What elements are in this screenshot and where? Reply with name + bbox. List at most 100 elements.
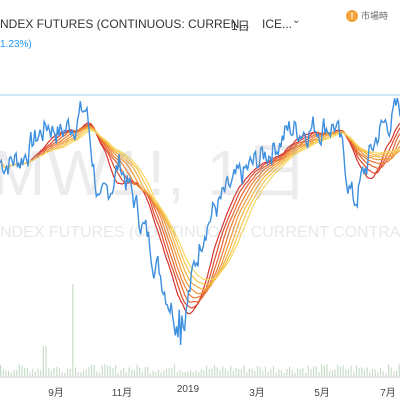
volume-bar — [302, 368, 304, 376]
x-tick-label: 2019 — [176, 384, 200, 395]
volume-bar — [104, 364, 106, 376]
volume-bar — [251, 369, 253, 376]
volume-bar — [80, 372, 82, 376]
volume-bar — [379, 368, 382, 376]
volume-bar — [393, 370, 395, 376]
volume-bar — [152, 370, 154, 376]
volume-bar — [45, 346, 47, 376]
volume-bar — [64, 373, 66, 376]
volume-bar — [26, 368, 28, 376]
volume-bar — [291, 370, 293, 376]
volume-bar — [355, 365, 358, 376]
volume-bar — [16, 369, 18, 376]
market-status[interactable]: ! 市場時 — [346, 9, 388, 22]
volume-bar — [109, 366, 111, 376]
volume-bar — [171, 368, 173, 376]
chevron-down-icon[interactable]: ⌄ — [292, 15, 301, 26]
ma-line — [0, 126, 400, 290]
volume-bar — [235, 367, 237, 376]
volume-bar — [363, 369, 366, 376]
x-tick-label: 9月 — [48, 388, 64, 399]
volume-bar — [8, 370, 10, 376]
volume-bar — [149, 372, 151, 376]
volume-bar — [396, 370, 398, 376]
volume-bar — [192, 372, 194, 376]
ma-line — [0, 125, 400, 295]
volume-bar — [238, 369, 240, 376]
alert-icon: ! — [346, 9, 358, 22]
volume-bar — [34, 371, 36, 376]
volume-bar — [181, 372, 184, 376]
volume-bar — [53, 367, 55, 376]
volume-bar — [48, 367, 50, 376]
volume-bar — [347, 369, 349, 376]
volume-bar — [345, 369, 347, 376]
volume-bar — [267, 372, 269, 376]
x-tick-label: 7月 — [380, 388, 396, 399]
volume-bar — [61, 372, 63, 376]
volume-bar — [246, 372, 248, 376]
volume-bar — [275, 372, 277, 376]
volume-bar — [157, 370, 160, 376]
volume-bar — [208, 368, 210, 376]
volume-bar — [77, 372, 79, 376]
volume-bar — [184, 371, 186, 376]
volume-bar — [107, 365, 109, 376]
volume-bar — [353, 371, 355, 376]
volume-bar — [165, 368, 168, 376]
volume-bar — [224, 368, 226, 376]
volume-bar — [21, 365, 23, 376]
volume-bar — [214, 365, 216, 376]
volume-bar — [99, 373, 101, 376]
volume-bar — [398, 364, 400, 376]
volume-bar — [371, 369, 374, 376]
volume-bar — [5, 370, 7, 376]
volume-bar — [339, 366, 341, 376]
volume-bar — [342, 365, 344, 376]
volume-bar — [112, 367, 114, 376]
volume-bar — [315, 366, 317, 376]
volume-bar — [139, 367, 141, 376]
volume-bar — [173, 364, 176, 376]
volume-bar — [254, 371, 256, 376]
volume-bar — [334, 369, 336, 376]
volume-bar — [0, 365, 2, 376]
volume-bar — [141, 371, 143, 376]
volume-bar — [195, 370, 197, 376]
volume-bar — [230, 366, 232, 376]
volume-bar — [2, 369, 4, 376]
volume-bar — [222, 366, 224, 376]
volume-bar — [318, 372, 320, 376]
volume-bar — [179, 369, 181, 376]
volume-bar — [117, 372, 119, 376]
volume-bar — [350, 365, 352, 376]
volume-bar — [262, 371, 264, 376]
volume-bar — [331, 370, 333, 376]
volume-bar — [136, 364, 138, 376]
exchange-label[interactable]: ICE... — [262, 17, 293, 31]
volume-bar — [96, 371, 98, 376]
volume-bar — [72, 284, 74, 376]
volume-bar — [190, 370, 192, 376]
volume-bar — [280, 370, 283, 376]
volume-bar — [377, 372, 379, 376]
volume-bar — [232, 370, 234, 376]
chart-title: NDEX FUTURES (CONTINUOUS: CURREN... — [0, 17, 250, 31]
volume-bar — [307, 365, 309, 376]
volume-bar — [160, 372, 162, 376]
volume-bar — [200, 369, 202, 376]
volume-bar — [310, 369, 312, 376]
volume-bar — [321, 364, 323, 376]
volume-bar — [18, 364, 20, 376]
volume-bar — [216, 367, 218, 376]
volume-bar — [50, 371, 52, 376]
ma-line — [0, 127, 400, 286]
volume-bar — [123, 367, 125, 376]
volume-bar — [374, 369, 376, 376]
interval-label[interactable]: 1日 — [231, 19, 250, 33]
change-percent: 1.23%) — [0, 39, 32, 50]
x-tick-label: 5月 — [314, 388, 330, 399]
volume-bar — [211, 368, 213, 376]
volume-bar — [69, 368, 71, 376]
